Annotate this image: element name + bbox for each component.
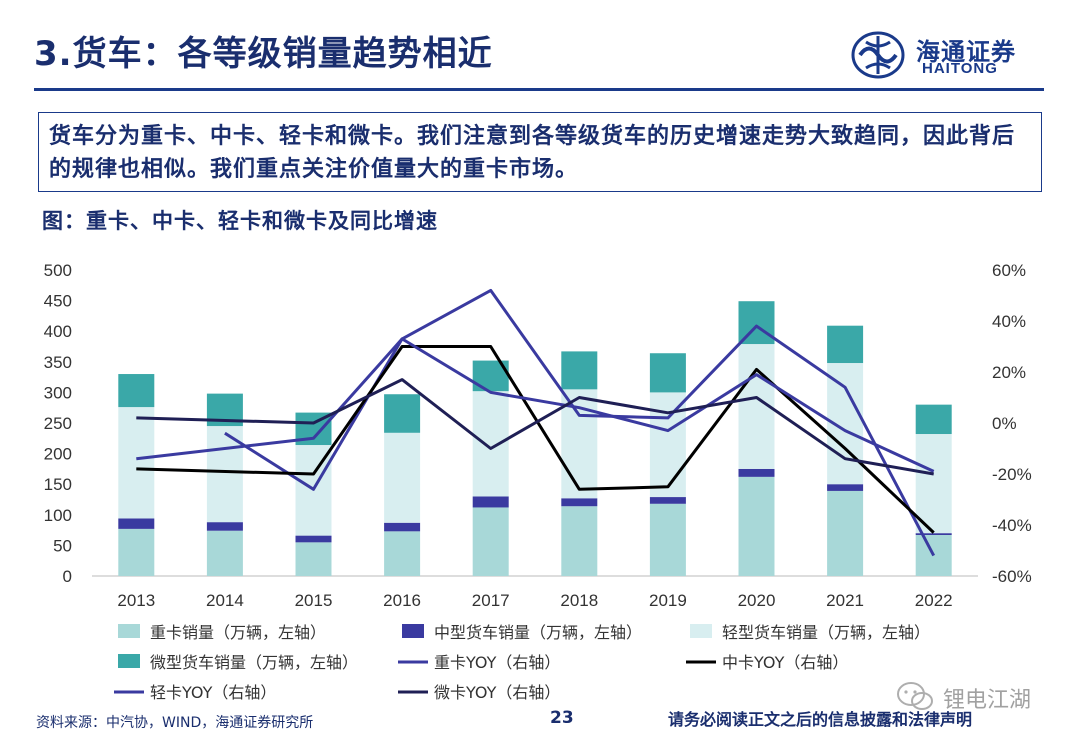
bar-segment-3 (118, 407, 155, 519)
x-tick-label: 2021 (826, 591, 864, 610)
figure-caption: 图：重卡、中卡、轻卡和微卡及同比增速 (42, 209, 438, 233)
wechat-icon (897, 682, 933, 710)
yoy-line-4 (136, 378, 934, 476)
bar-segment-2 (915, 533, 952, 535)
stacked-bars (118, 301, 952, 576)
summary-text: 货车分为重卡、中卡、轻卡和微卡。我们注意到各等级货车的历史增速走势大致趋同，因此… (49, 124, 1016, 182)
left-tick-label: 450 (44, 292, 72, 311)
bar-segment-2 (472, 496, 509, 508)
watermark: 锂电江湖 (895, 680, 1075, 716)
bar-segment-2 (738, 468, 775, 477)
bar-segment-1 (118, 528, 155, 576)
bar-segment-4 (915, 404, 952, 435)
bar-segment-4 (118, 374, 155, 408)
left-axis-ticks: 0 50 100 150 200 250 300 350 400 450 500 (44, 261, 72, 586)
left-tick-label: 400 (44, 322, 72, 341)
watermark-text: 锂电江湖 (943, 688, 1032, 713)
yoy-line-1 (224, 288, 936, 557)
x-tick-label: 2015 (295, 591, 333, 610)
bar-segment-1 (738, 476, 775, 576)
right-tick-label: 40% (992, 312, 1026, 331)
footer-disclaimer: 请务必阅读正文之后的信息披露和法律声明 (668, 710, 973, 729)
left-tick-label: 300 (44, 383, 72, 402)
bar-segment-2 (118, 518, 155, 529)
bar-segment-2 (206, 522, 243, 531)
legend-label: 中型货车销量（万辆，左轴） (434, 623, 642, 642)
left-tick-label: 350 (44, 353, 72, 372)
yoy-line-2 (136, 345, 935, 534)
bar-segment-2 (827, 484, 864, 491)
bar-segment-2 (561, 498, 598, 507)
chart-legend: 重卡销量（万辆，左轴） 中型货车销量（万辆，左轴） 轻型货车销量（万辆，左轴） 微型货… (114, 623, 930, 702)
left-tick-label: 0 (63, 567, 72, 586)
x-tick-label: 2014 (206, 591, 244, 610)
x-tick-label: 2022 (915, 591, 953, 610)
right-tick-label: 0% (992, 414, 1017, 433)
left-tick-label: 150 (44, 475, 72, 494)
legend-swatch (690, 624, 712, 638)
haitong-emblem-icon (851, 31, 905, 79)
bar-segment-3 (384, 432, 421, 523)
right-tick-label: -40% (992, 516, 1032, 535)
legend-swatch (118, 624, 140, 638)
footer-source: 资料来源：中汽协，WIND，海通证券研究所 (36, 715, 314, 731)
left-tick-label: 100 (44, 506, 72, 525)
page-number: 23 (550, 708, 574, 728)
bar-segment-3 (915, 434, 952, 534)
x-tick-label: 2013 (117, 591, 155, 610)
legend-label: 重卡销量（万辆，左轴） (150, 623, 326, 642)
yoy-line-3 (136, 337, 935, 473)
right-tick-label: -60% (992, 567, 1032, 586)
yoy-lines (136, 288, 936, 557)
bar-segment-3 (472, 391, 509, 497)
legend-label: 微卡YOY（右轴） (434, 683, 560, 702)
x-tick-label: 2017 (472, 591, 510, 610)
x-tick-label: 2016 (383, 591, 421, 610)
x-tick-label: 2019 (649, 591, 687, 610)
x-tick-label: 2018 (560, 591, 598, 610)
slide-title: 3.货车：各等级销量趋势相近 (34, 34, 493, 74)
legend-label: 重卡YOY（右轴） (434, 653, 560, 672)
bar-segment-2 (649, 497, 686, 504)
legend-label: 微型货车销量（万辆，左轴） (150, 653, 358, 672)
legend-label: 中卡YOY（右轴） (722, 653, 848, 672)
right-axis-ticks: -60% -40% -20% 0% 20% 40% 60% (992, 261, 1032, 586)
x-axis-ticks: 2013 2014 2015 2016 2017 2018 2019 2020 2021 2022 (117, 591, 952, 610)
left-tick-label: 50 (53, 536, 72, 555)
bar-segment-4 (384, 394, 421, 433)
legend-label: 轻卡YOY（右轴） (150, 683, 276, 702)
x-tick-label: 2020 (738, 591, 776, 610)
left-tick-label: 500 (44, 261, 72, 280)
title-divider (34, 88, 1044, 91)
legend-swatch (402, 624, 424, 638)
left-tick-label: 200 (44, 445, 72, 464)
bar-segment-1 (295, 542, 332, 576)
legend-swatch (118, 654, 140, 668)
legend-label: 轻型货车销量（万辆，左轴） (722, 623, 930, 642)
bar-segment-2 (384, 522, 421, 532)
bar-segment-2 (295, 535, 332, 543)
bar-segment-3 (649, 392, 686, 498)
bar-segment-1 (384, 531, 421, 576)
logo-text-en: HAITONG (922, 60, 998, 77)
bar-segment-1 (472, 507, 509, 576)
bar-segment-4 (561, 351, 598, 390)
right-tick-label: 60% (992, 261, 1026, 280)
right-tick-label: 20% (992, 363, 1026, 382)
bar-segment-1 (827, 490, 864, 576)
left-tick-label: 250 (44, 414, 72, 433)
bar-segment-1 (206, 530, 243, 576)
haitong-logo: 海通证券 HAITONG (850, 30, 1040, 80)
bar-segment-1 (649, 503, 686, 576)
bar-segment-4 (827, 325, 864, 364)
bar-segment-4 (649, 353, 686, 393)
bar-segment-1 (561, 506, 598, 576)
summary-box: 货车分为重卡、中卡、轻卡和微卡。我们注意到各等级货车的历史增速走势大致趋同，因此… (38, 112, 1042, 192)
right-tick-label: -20% (992, 465, 1032, 484)
logo-text-cn: 海通证券 (916, 37, 1016, 66)
